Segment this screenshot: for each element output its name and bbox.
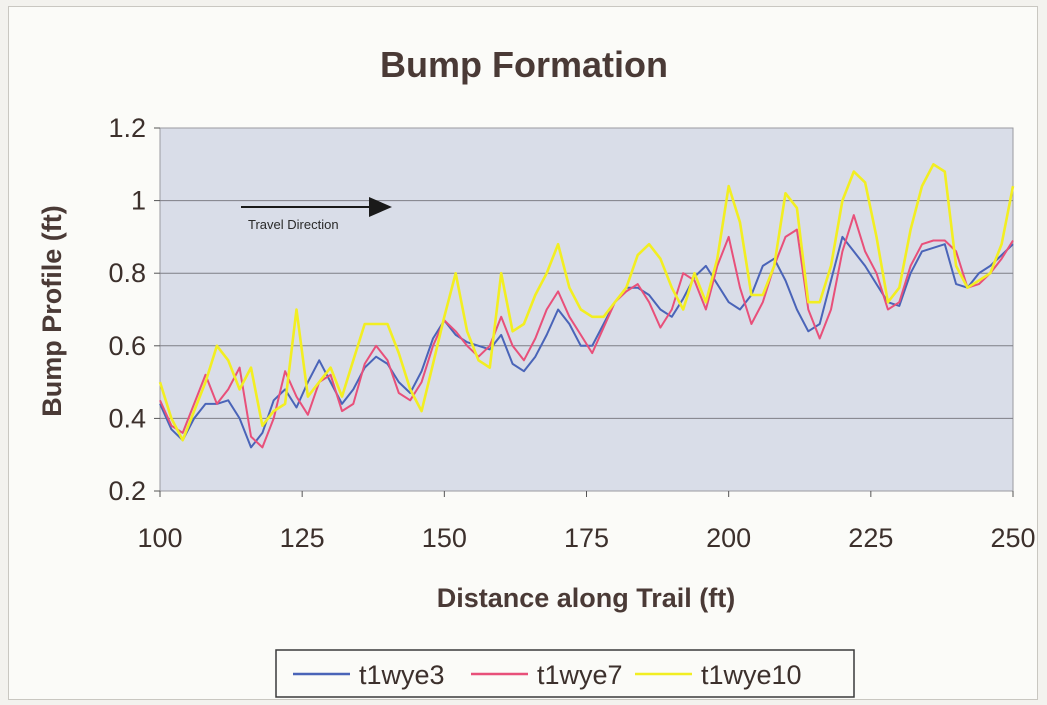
legend-box — [275, 649, 855, 698]
y-tick-label: 0.6 — [108, 331, 146, 361]
series-line-t1wye7 — [159, 214, 1014, 449]
y-tick-label: 0.4 — [108, 403, 146, 433]
series-line-t1wye10 — [158, 163, 1015, 442]
chart-title: Bump Formation — [380, 44, 668, 85]
series-lines — [158, 163, 1015, 449]
travel-direction-annotation: Travel Direction — [241, 197, 392, 232]
x-tick-label: 150 — [422, 523, 467, 553]
x-tick-label: 250 — [990, 523, 1035, 553]
legend-label-t1wye10: t1wye10 — [701, 660, 802, 690]
y-tick-label: 0.8 — [108, 258, 146, 288]
x-tick-label: 175 — [564, 523, 609, 553]
x-axis-title: Distance along Trail (ft) — [437, 583, 736, 613]
x-tick-label: 200 — [706, 523, 751, 553]
legend-label-t1wye7: t1wye7 — [537, 660, 623, 690]
y-axis-title: Bump Profile (ft) — [37, 205, 67, 416]
x-tick-label: 125 — [280, 523, 325, 553]
chart-canvas: Bump Formation Travel Direction 0.20.40.… — [37, 44, 1036, 698]
x-axis-ticks: 100 125 150 175 200 225 250 — [137, 491, 1036, 553]
plot-area — [159, 127, 1014, 492]
legend: t1wye3 t1wye7 t1wye10 — [275, 649, 855, 698]
y-tick-label: 1 — [131, 186, 146, 216]
legend-label-t1wye3: t1wye3 — [359, 660, 445, 690]
arrow-right-icon — [369, 197, 392, 217]
x-tick-label: 100 — [137, 523, 182, 553]
chart-frame: Bump Formation Travel Direction 0.2 0.4 0.… — [8, 6, 1038, 700]
y-axis-ticks: 0.2 0.4 0.6 0.8 1 1.2 — [108, 113, 160, 506]
y-tick-label: 0.2 — [108, 476, 146, 506]
x-tick-label: 225 — [848, 523, 893, 553]
travel-direction-label: Travel Direction — [248, 217, 339, 232]
y-tick-label: 1.2 — [108, 113, 146, 143]
